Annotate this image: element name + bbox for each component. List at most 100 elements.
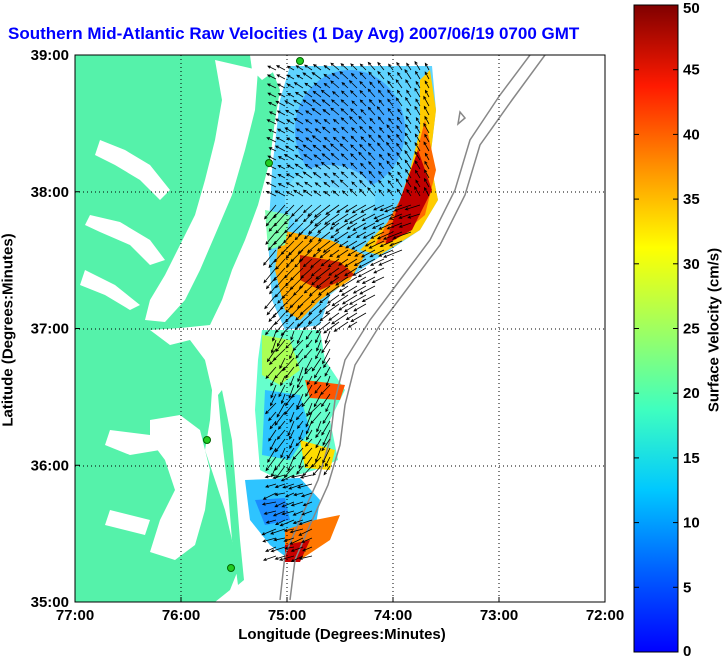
velocity-arrow — [273, 537, 286, 542]
velocity-arrow — [315, 276, 331, 289]
velocity-arrow — [330, 80, 340, 89]
velocity-arrow — [405, 79, 412, 89]
velocity-arrow — [270, 546, 286, 553]
velocity-arrow — [284, 312, 295, 323]
velocity-arrow — [377, 89, 385, 98]
velocity-arrow — [414, 141, 421, 152]
velocity-arrow — [315, 267, 331, 280]
velocity-arrow — [324, 213, 340, 225]
velocity-arrow — [368, 125, 376, 134]
velocity-arrow — [295, 182, 304, 188]
velocity-arrow — [274, 190, 286, 197]
velocity-arrow — [304, 82, 313, 89]
velocity-arrow — [315, 438, 322, 449]
velocity-arrow — [261, 501, 277, 506]
velocity-arrow — [275, 519, 286, 525]
x-tick-label: 77:00 — [56, 607, 94, 624]
velocity-arrow — [305, 110, 313, 116]
velocity-arrow — [404, 159, 412, 170]
velocity-arrow — [298, 429, 304, 441]
velocity-arrow — [350, 63, 358, 71]
velocity-arrow — [289, 438, 295, 450]
velocity-arrow — [322, 108, 331, 116]
velocity-arrow — [314, 375, 322, 385]
velocity-arrow — [378, 188, 385, 197]
velocity-arrow — [404, 132, 412, 143]
velocity-arrow — [323, 64, 331, 71]
velocity-arrow — [339, 179, 349, 188]
velocity-arrow — [272, 510, 286, 517]
velocity-arrow — [268, 411, 277, 422]
velocity-arrow — [266, 137, 277, 143]
velocity-arrow — [367, 61, 376, 71]
velocity-arrow — [360, 136, 367, 143]
velocity-arrow — [297, 375, 304, 389]
velocity-arrow — [339, 71, 349, 80]
velocity-arrow — [312, 465, 322, 476]
velocity-arrow — [322, 348, 331, 365]
velocity-arrow — [263, 267, 277, 284]
velocity-arrow — [359, 72, 367, 80]
velocity-arrow — [338, 240, 349, 248]
velocity-arrow — [284, 276, 295, 287]
velocity-arrow — [294, 109, 304, 116]
velocity-arrow — [367, 88, 376, 98]
velocity-arrow — [356, 276, 367, 283]
velocity-arrow — [312, 144, 322, 152]
velocity-arrow — [275, 258, 286, 270]
y-tick-labels: 39:00 38:00 37:00 36:00 35:00 — [31, 47, 80, 611]
velocity-arrow — [423, 141, 430, 152]
velocity-arrow — [281, 510, 295, 516]
velocity-arrow — [398, 222, 412, 228]
velocity-arrow — [324, 330, 331, 344]
velocity-arrow — [414, 133, 421, 143]
velocity-arrow — [265, 321, 277, 336]
velocity-arrow — [267, 65, 277, 71]
velocity-arrow — [285, 339, 295, 349]
velocity-arrow — [280, 375, 286, 387]
velocity-arrow — [423, 177, 430, 188]
velocity-arrow — [265, 276, 277, 290]
velocity-arrow — [321, 420, 331, 436]
velocity-arrow — [274, 411, 286, 426]
velocity-arrow — [331, 162, 340, 170]
velocity-arrow — [275, 100, 286, 107]
velocity-arrow — [361, 249, 376, 258]
velocity-arrow — [330, 152, 340, 161]
velocity-arrow — [268, 285, 277, 295]
velocity-arrow — [386, 124, 394, 134]
velocity-arrow — [329, 249, 340, 258]
velocity-arrow — [289, 429, 295, 440]
velocity-arrow — [350, 171, 358, 179]
velocity-arrow — [295, 128, 304, 134]
velocity-arrow — [376, 231, 394, 240]
velocity-arrow — [277, 183, 286, 188]
velocity-arrow — [395, 79, 403, 89]
velocity-arrow — [302, 204, 313, 214]
velocity-arrow — [319, 294, 331, 304]
velocity-arrow — [265, 483, 277, 488]
velocity-arrow — [378, 258, 394, 266]
velocity-arrow — [361, 213, 376, 222]
velocity-arrow — [292, 510, 304, 516]
velocity-arrow — [282, 483, 295, 489]
velocity-arrow — [339, 143, 349, 152]
velocity-arrow — [283, 537, 295, 542]
velocity-arrow — [322, 447, 331, 464]
velocity-arrow — [323, 73, 331, 80]
velocity-arrow — [378, 170, 385, 179]
velocity-arrow — [336, 249, 349, 258]
velocity-arrow — [263, 249, 277, 266]
velocity-arrow — [302, 189, 313, 197]
velocity-arrow — [351, 204, 367, 214]
velocity-arrow — [304, 366, 313, 375]
velocity-arrow — [268, 357, 277, 366]
velocity-arrow — [277, 93, 286, 98]
velocity-arrow — [330, 107, 340, 116]
velocity-arrow — [345, 312, 358, 321]
velocity-arrow — [330, 231, 340, 239]
velocity-arrow — [360, 162, 367, 170]
velocity-arrow — [346, 231, 358, 239]
velocity-arrow — [310, 294, 322, 304]
velocity-arrow — [396, 161, 403, 170]
